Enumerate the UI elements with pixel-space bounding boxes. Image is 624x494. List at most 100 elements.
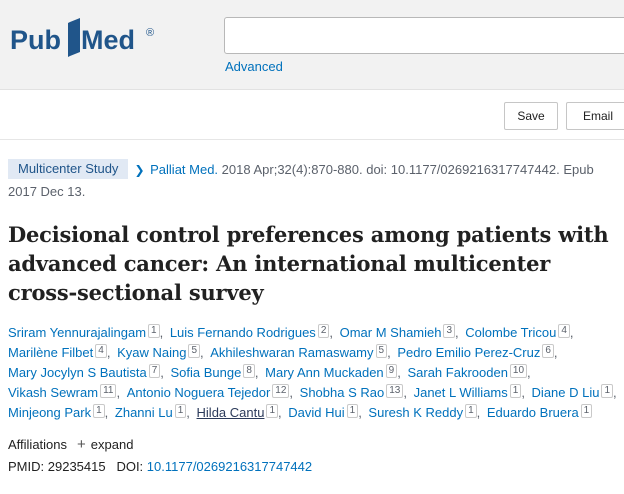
- pubmed-book-icon: [68, 18, 80, 57]
- author-entry: Kyaw Naing 5: [117, 344, 200, 360]
- logo-med-text: Med: [81, 25, 135, 55]
- author-separator: ,: [613, 385, 617, 400]
- author-separator: ,: [553, 345, 558, 360]
- author-link[interactable]: Diane D Liu: [531, 385, 600, 400]
- author-entry: Pedro Emilio Perez-Cruz 6: [397, 344, 554, 360]
- affiliation-number[interactable]: 1: [509, 384, 522, 398]
- author-link[interactable]: Sofia Bunge: [170, 365, 242, 380]
- affiliation-number[interactable]: 8: [243, 364, 255, 378]
- author-link[interactable]: Suresh K Reddy: [368, 405, 464, 420]
- author-link[interactable]: Luis Fernando Rodrigues: [169, 325, 316, 340]
- author-link[interactable]: Minjeong Park: [8, 405, 92, 420]
- author-link[interactable]: Kyaw Naing: [117, 345, 187, 360]
- affiliation-number[interactable]: 1: [601, 384, 614, 398]
- author-link[interactable]: Shobha S Rao: [299, 385, 385, 400]
- affiliation-number[interactable]: 1: [93, 404, 105, 418]
- affiliation-number[interactable]: 10: [509, 364, 528, 378]
- author-entry: David Hui 1: [288, 404, 359, 420]
- affiliation-number[interactable]: 1: [174, 404, 187, 418]
- author-entry: Colombe Tricou 4: [465, 324, 570, 340]
- pubmed-logo[interactable]: Pub Med ®: [10, 14, 160, 60]
- author-separator: ,: [455, 325, 463, 340]
- author-entry: Vikash Sewram 11: [8, 384, 117, 400]
- author-separator: ,: [200, 345, 208, 360]
- author-link[interactable]: Sriram Yennurajalingam: [8, 325, 147, 340]
- author-link[interactable]: Mary Ann Muckaden: [265, 365, 384, 380]
- article-title: Decisional control preferences among pat…: [8, 222, 609, 305]
- author-entry: Mary Jocylyn S Bautista 7: [8, 364, 161, 380]
- affiliation-number[interactable]: 11: [100, 384, 117, 398]
- author-link[interactable]: Mary Jocylyn S Bautista: [8, 365, 147, 380]
- author-separator: ,: [159, 325, 167, 340]
- affiliation-number[interactable]: 3: [443, 324, 456, 338]
- affiliation-number[interactable]: 1: [580, 404, 593, 418]
- author-entry: Sarah Fakrooden 10: [407, 364, 528, 380]
- pmid-value: 29235415: [47, 459, 106, 474]
- email-button[interactable]: Email: [566, 102, 624, 130]
- author-entry: Minjeong Park 1: [8, 404, 105, 420]
- author-entry: Marilène Filbet 4: [8, 344, 107, 360]
- author-link[interactable]: Pedro Emilio Perez-Cruz: [397, 345, 541, 360]
- site-header: Pub Med ® Advanced: [0, 0, 624, 90]
- affiliation-number[interactable]: 1: [465, 404, 477, 418]
- expand-affiliations-button[interactable]: + expand: [77, 436, 133, 453]
- author-separator: ,: [329, 325, 337, 340]
- author-entry: Antonio Noguera Tejedor 12: [126, 384, 290, 400]
- affiliation-number[interactable]: 1: [266, 404, 279, 418]
- affiliation-number[interactable]: 13: [386, 384, 404, 398]
- logo-pub-text: Pub: [10, 25, 61, 55]
- affiliation-number[interactable]: 7: [148, 364, 161, 378]
- author-entry: Sriram Yennurajalingam 1: [8, 324, 160, 340]
- author-link[interactable]: Omar M Shamieh: [339, 325, 442, 340]
- affiliation-number[interactable]: 1: [148, 324, 160, 338]
- author-separator: ,: [104, 405, 112, 420]
- affiliation-number[interactable]: 5: [375, 344, 388, 358]
- author-separator: ,: [527, 365, 531, 380]
- publication-type-badge[interactable]: Multicenter Study: [8, 159, 129, 179]
- author-link[interactable]: Hilda Cantu: [196, 405, 265, 420]
- journal-link[interactable]: Palliat Med.: [150, 162, 219, 177]
- author-separator: ,: [186, 405, 194, 420]
- affiliation-number[interactable]: 6: [542, 344, 554, 358]
- save-button[interactable]: Save: [504, 102, 558, 130]
- author-link[interactable]: Sarah Fakrooden: [407, 365, 508, 380]
- author-entry: Akhileshwaran Ramaswamy 5: [210, 344, 388, 360]
- affiliation-number[interactable]: 4: [95, 344, 107, 358]
- expand-label: expand: [90, 437, 134, 452]
- toolbar-divider: [0, 139, 624, 140]
- affiliation-number[interactable]: 4: [558, 324, 570, 338]
- authors-list: Sriram Yennurajalingam 1, Luis Fernando R…: [8, 323, 620, 423]
- affiliation-number[interactable]: 12: [272, 384, 290, 398]
- author-separator: ,: [397, 365, 405, 380]
- author-separator: ,: [387, 345, 395, 360]
- affiliation-number[interactable]: 5: [188, 344, 200, 358]
- author-separator: ,: [106, 345, 115, 360]
- affiliation-number[interactable]: 2: [317, 324, 330, 338]
- author-link[interactable]: Vikash Sewram: [8, 385, 99, 400]
- author-link[interactable]: Marilène Filbet: [8, 345, 94, 360]
- author-link[interactable]: David Hui: [288, 405, 345, 420]
- author-link[interactable]: Colombe Tricou: [465, 325, 557, 340]
- author-separator: ,: [403, 385, 411, 400]
- author-entry: Omar M Shamieh 3: [339, 324, 456, 340]
- author-entry: Suresh K Reddy 1: [368, 404, 477, 420]
- author-separator: ,: [289, 385, 297, 400]
- plus-icon: +: [77, 436, 86, 453]
- author-separator: ,: [358, 405, 366, 420]
- author-link[interactable]: Antonio Noguera Tejedor: [126, 385, 271, 400]
- search-input[interactable]: [224, 17, 624, 54]
- author-link[interactable]: Janet L Williams: [413, 385, 508, 400]
- author-link[interactable]: Akhileshwaran Ramaswamy: [210, 345, 374, 360]
- author-entry: Luis Fernando Rodrigues 2: [169, 324, 330, 340]
- affiliation-number[interactable]: 1: [346, 404, 359, 418]
- logo-registered-mark: ®: [146, 27, 154, 39]
- author-link[interactable]: Zhanni Lu: [114, 405, 173, 420]
- author-entry: Eduardo Bruera 1: [486, 404, 593, 420]
- doi-link[interactable]: 10.1177/0269216317747442: [146, 459, 313, 474]
- author-separator: ,: [569, 325, 574, 340]
- author-entry: Janet L Williams 1: [413, 384, 522, 400]
- author-link[interactable]: Eduardo Bruera: [486, 405, 579, 420]
- advanced-search-link[interactable]: Advanced: [225, 59, 283, 74]
- affiliation-number[interactable]: 9: [385, 364, 398, 378]
- pubmed-logo-graphic: Pub Med ®: [10, 18, 154, 57]
